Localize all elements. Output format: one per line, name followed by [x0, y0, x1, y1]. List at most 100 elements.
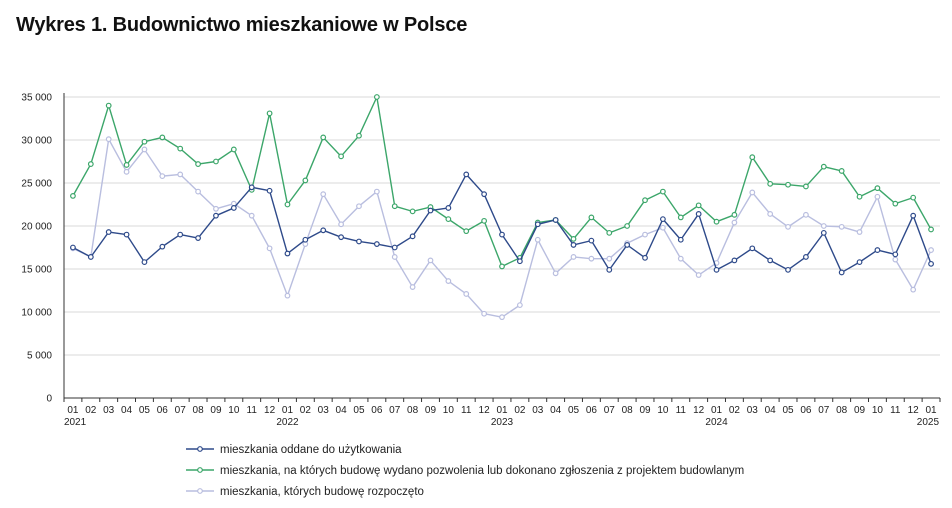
data-point [284, 201, 291, 208]
data-point [141, 146, 148, 153]
data-point [516, 258, 523, 265]
x-tick-label: 01 [67, 405, 79, 416]
y-tick-label: 30 000 [21, 136, 52, 147]
x-tick-label: 02 [514, 405, 526, 416]
legend-item: mieszkania, na których budowę wydano poz… [186, 465, 744, 477]
x-tick-label: 06 [586, 405, 598, 416]
x-tick-label: 07 [818, 405, 830, 416]
data-point [463, 291, 470, 297]
x-tick-label: 08 [836, 405, 848, 416]
data-point [195, 235, 201, 241]
data-point [499, 314, 505, 321]
x-tick-label: 02 [729, 405, 741, 416]
data-point [356, 203, 362, 210]
legend-item: mieszkania oddane do użytkowania [186, 444, 402, 456]
data-point [159, 134, 166, 141]
legend-label: mieszkania, na których budowę wydano poz… [220, 465, 744, 477]
x-tick-label: 10 [228, 405, 240, 416]
data-point [749, 154, 756, 161]
data-point [320, 134, 327, 141]
x-tick-label: 04 [550, 405, 562, 416]
data-point [213, 205, 219, 212]
data-point [266, 187, 273, 194]
data-point [749, 189, 756, 196]
data-point [642, 197, 648, 204]
data-point [570, 254, 577, 260]
data-point [910, 286, 917, 293]
y-tick-label: 35 000 [21, 93, 52, 104]
data-point [141, 259, 148, 266]
data-point [105, 136, 112, 143]
series-3 [70, 136, 934, 321]
data-point [266, 110, 273, 117]
year-label: 2025 [917, 417, 940, 428]
x-tick-label: 05 [353, 405, 365, 416]
data-point [803, 254, 809, 260]
data-point [499, 263, 505, 270]
x-tick-label: 03 [103, 405, 115, 416]
data-point [534, 236, 541, 243]
data-point [588, 214, 595, 221]
x-tick-label: 06 [800, 405, 812, 416]
data-point [588, 255, 595, 262]
series-line [72, 173, 932, 274]
data-point [803, 183, 809, 190]
data-point [928, 260, 934, 267]
x-tick-label: 12 [693, 405, 705, 416]
data-point [159, 243, 166, 250]
legend-marker [197, 446, 203, 452]
x-tick-label: 08 [622, 405, 634, 416]
data-point [373, 94, 380, 100]
data-point [570, 242, 577, 248]
y-tick-label: 0 [46, 394, 52, 405]
data-point [87, 161, 94, 167]
data-point [123, 168, 130, 175]
data-point [534, 221, 541, 228]
data-point [928, 226, 934, 233]
data-point [391, 244, 398, 251]
data-point [892, 256, 899, 263]
data-point [445, 278, 452, 284]
data-point [731, 219, 738, 226]
x-tick-label: 12 [264, 405, 276, 416]
data-point [481, 217, 488, 224]
data-point [874, 247, 881, 253]
data-point [624, 223, 631, 229]
data-point [391, 254, 398, 260]
x-tick-label: 01 [496, 405, 508, 416]
x-tick-label: 07 [389, 405, 401, 416]
data-point [230, 146, 237, 153]
data-point [892, 251, 899, 258]
x-tick-label: 04 [121, 405, 133, 416]
data-point [731, 211, 738, 218]
data-point [856, 229, 863, 235]
x-tick-label: 01 [711, 405, 723, 416]
data-point [373, 241, 380, 247]
data-point [659, 188, 666, 195]
x-tick-label: 05 [568, 405, 580, 416]
legend-label: mieszkania oddane do użytkowania [220, 444, 402, 456]
data-point [141, 138, 148, 145]
x-tick-label: 05 [782, 405, 794, 416]
data-point [677, 236, 684, 243]
data-point [642, 254, 648, 261]
data-point [70, 244, 76, 251]
data-point [785, 223, 791, 230]
data-point [409, 233, 416, 240]
x-tick-label: 11 [461, 405, 472, 416]
y-axis: 0 5 000 10 000 15 000 20 000 25 000 30 000 35 0… [21, 93, 65, 405]
data-point [409, 284, 416, 290]
data-point [695, 211, 702, 217]
data-point [695, 202, 702, 209]
data-point [785, 181, 791, 188]
data-point [731, 257, 738, 264]
data-point [463, 171, 470, 178]
x-axis: 01 02 03 04 05 06 07 08 09 10 11 12 01 02 03 04 05 06 07 08… [63, 397, 941, 428]
x-tick-label: 03 [532, 405, 544, 416]
data-point [856, 259, 863, 266]
data-point [230, 205, 237, 211]
series-group [70, 94, 934, 321]
x-tick-label: 11 [247, 405, 258, 416]
data-point [409, 208, 416, 215]
